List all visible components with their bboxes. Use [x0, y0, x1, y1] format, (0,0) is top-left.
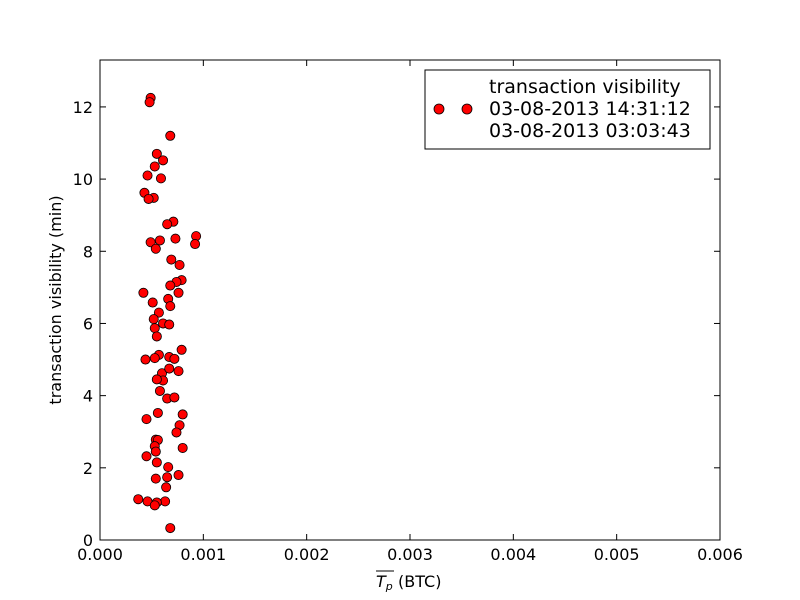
data-point: [133, 494, 144, 505]
y-tick-label: 0: [83, 531, 93, 550]
data-point: [151, 374, 162, 385]
data-point: [173, 366, 184, 377]
data-point: [149, 161, 160, 172]
data-point: [147, 297, 158, 308]
data-point: [150, 446, 161, 457]
x-tick-label: 0.003: [387, 545, 433, 564]
data-point: [169, 392, 180, 403]
data-point: [149, 323, 160, 334]
data-point: [145, 237, 156, 248]
data-point: [143, 193, 154, 204]
legend-marker: [461, 103, 473, 115]
data-point: [177, 442, 188, 453]
data-point: [161, 482, 172, 493]
data-point: [163, 462, 174, 473]
data-point: [144, 97, 155, 108]
data-point: [165, 280, 176, 291]
y-tick-label: 8: [83, 242, 93, 261]
y-tick-label: 6: [83, 314, 93, 333]
data-point: [190, 239, 201, 250]
data-point: [149, 500, 160, 511]
data-point: [160, 496, 171, 507]
data-point: [171, 427, 182, 438]
data-point: [169, 353, 180, 364]
x-tick-label: 0.004: [490, 545, 536, 564]
data-point: [170, 233, 181, 244]
data-point: [162, 472, 173, 483]
data-point: [176, 344, 187, 355]
y-axis-ticks: 0 2 4 6 8 10 12: [73, 98, 720, 550]
data-point: [154, 235, 165, 246]
legend-line-2: 03-08-2013 03:03:43: [489, 120, 691, 142]
data-point: [151, 148, 162, 159]
legend: transaction visibility 03-08-2013 14:31:…: [424, 69, 711, 150]
data-point: [165, 130, 176, 141]
data-points: [133, 92, 202, 534]
data-point: [165, 301, 176, 312]
data-point: [152, 407, 163, 418]
x-axis-label-unit: (BTC): [398, 572, 441, 591]
data-point: [140, 354, 151, 365]
y-tick-label: 4: [83, 387, 93, 406]
data-point: [151, 331, 162, 342]
x-tick-label: 0.006: [697, 545, 743, 564]
y-tick-label: 10: [73, 170, 93, 189]
legend-marker: [433, 103, 445, 115]
y-axis-label: transaction visibility (min): [46, 195, 65, 404]
data-point: [138, 287, 149, 298]
data-point: [173, 470, 184, 481]
data-point: [165, 523, 176, 534]
data-point: [158, 155, 169, 166]
data-point: [150, 243, 161, 254]
data-point: [150, 473, 161, 484]
data-point: [174, 259, 185, 270]
x-axis-ticks: 0.000 0.001 0.002 0.003 0.004 0.005 0.006: [77, 60, 743, 564]
y-tick-label: 12: [73, 98, 93, 117]
data-point: [155, 173, 166, 184]
x-tick-label: 0.002: [284, 545, 330, 564]
x-tick-label: 0.001: [180, 545, 226, 564]
data-point: [173, 287, 184, 298]
legend-line-1: 03-08-2013 14:31:12: [489, 98, 691, 120]
x-tick-label: 0.005: [594, 545, 640, 564]
data-point: [166, 254, 177, 265]
data-point: [141, 451, 152, 462]
data-point: [142, 170, 153, 181]
data-point: [162, 219, 173, 230]
data-point: [164, 363, 175, 374]
y-tick-label: 2: [83, 459, 93, 478]
data-point: [153, 307, 164, 318]
data-point: [154, 385, 165, 396]
data-point: [141, 414, 152, 425]
data-point: [177, 409, 188, 420]
legend-title: transaction visibility: [489, 76, 681, 98]
x-tick-label: 0.000: [77, 545, 123, 564]
data-point: [149, 353, 160, 364]
data-point: [148, 314, 159, 325]
legend-box: [424, 69, 711, 150]
data-point: [164, 319, 175, 330]
data-point: [151, 457, 162, 468]
